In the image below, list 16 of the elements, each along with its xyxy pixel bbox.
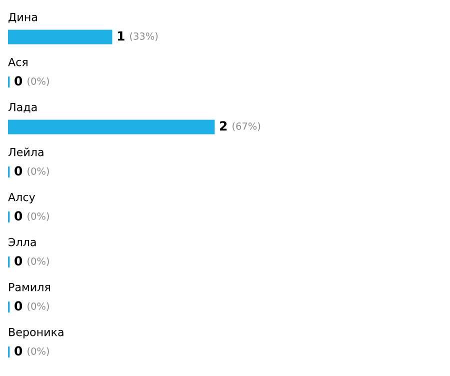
data-label: 0 (0%): [14, 76, 49, 86]
data-label: 1 (33%): [118, 31, 158, 41]
y-tick-label: Дина: [8, 12, 37, 23]
data-label: 0 (0%): [14, 211, 49, 221]
y-tick-label: Рамиля: [9, 282, 50, 292]
y-tick-label: Лада: [8, 102, 37, 113]
y-tick-label: Алсу: [8, 192, 36, 204]
y-tick-label: Вероника: [9, 328, 64, 338]
data-label: 0 (0%): [14, 256, 49, 266]
data-label: 0 (0%): [14, 301, 49, 311]
data-label: 2 (67%): [220, 121, 260, 131]
y-tick-label: Ася: [8, 58, 28, 66]
y-tick-label: Лейла: [8, 148, 44, 156]
data-label: 0 (0%): [14, 166, 49, 176]
y-tick-label: Элла: [8, 238, 36, 246]
data-label: 0 (0%): [14, 346, 49, 356]
